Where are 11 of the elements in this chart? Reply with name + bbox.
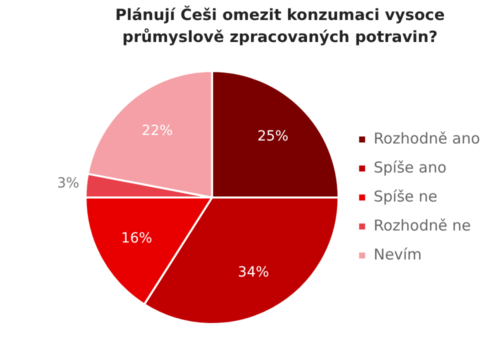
legend-label: Rozhodně ano (374, 129, 480, 148)
legend-label: Spíše ne (374, 187, 438, 206)
data-label: 22% (142, 122, 173, 139)
data-label: 16% (121, 230, 152, 247)
chart-title: Plánují Češi omezit konzumaci vysoce průmyslově zpracovaných potravin? (114, 4, 446, 48)
data-label: 34% (238, 264, 270, 281)
legend-label: Nevím (374, 245, 422, 264)
data-label: 25% (257, 128, 288, 144)
data-label: 3% (57, 176, 80, 192)
legend-label: Rozhodně ne (374, 216, 471, 234)
legend-label: Spíše ano (374, 158, 447, 176)
